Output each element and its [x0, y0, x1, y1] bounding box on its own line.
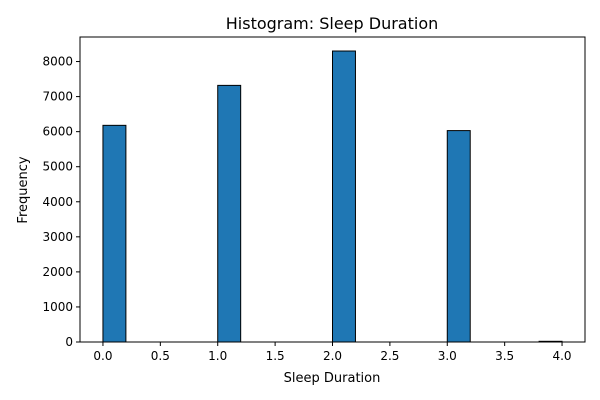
y-tick-label-5: 5000: [42, 160, 73, 174]
x-tick-label-8: 4.0: [552, 349, 571, 363]
y-tick-label-4: 4000: [42, 195, 73, 209]
y-tick-label-3: 3000: [42, 230, 73, 244]
x-tick-label-1: 0.5: [151, 349, 170, 363]
y-tick-label-6: 6000: [42, 125, 73, 139]
y-tick-label-8: 8000: [42, 55, 73, 69]
histogram-bar-2: [332, 50, 356, 343]
ticks-layer: 0.0 0.5 1.0 1.5 2.0 2.5 3.0 3.5 4.0 0 1000 2000 3000…: [42, 55, 571, 363]
chart-title: Histogram: Sleep Duration: [226, 14, 439, 33]
plot-frame: [79, 36, 586, 343]
x-tick-label-2: 1.0: [208, 349, 227, 363]
y-tick-label-1: 1000: [42, 300, 73, 314]
y-tick-label-0: 0: [65, 335, 73, 349]
y-tick-label-2: 2000: [42, 265, 73, 279]
histogram-bar-0: [102, 124, 127, 343]
x-tick-label-3: 1.5: [266, 349, 285, 363]
y-tick-label-7: 7000: [42, 90, 73, 104]
x-axis-label: Sleep Duration: [284, 371, 381, 386]
x-tick-label-6: 3.0: [438, 349, 457, 363]
x-tick-label-4: 2.0: [323, 349, 342, 363]
y-axis-label: Frequency: [16, 156, 31, 223]
x-tick-label-5: 2.5: [380, 349, 399, 363]
x-tick-label-7: 3.5: [495, 349, 514, 363]
histogram-bar-1: [217, 84, 242, 343]
histogram-bar-3: [446, 130, 471, 343]
bars-layer: [102, 50, 563, 343]
x-tick-label-0: 0.0: [93, 349, 112, 363]
